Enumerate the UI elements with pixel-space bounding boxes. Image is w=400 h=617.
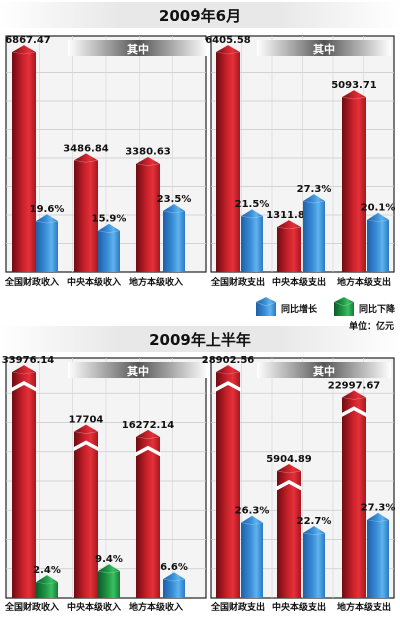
percent-label: 2.4% [33,565,61,576]
chart-panel: 其中 33976.14 2.4% 全国财政收入 17704 9.4% 中央本级收入 16272… [2,355,208,613]
percent-bar [366,512,390,598]
group-label: 其中 [313,42,335,56]
chart-title: 2009年6月 [159,7,241,25]
percent-bar [162,203,186,272]
percent-label: 20.1% [361,203,396,214]
legend-growth-label: 同比增长 [281,303,318,315]
growth-legend-icon [255,296,277,316]
category-label: 地方本级支出 [337,601,391,613]
percent-bar [97,223,121,272]
amount-label: 6867.47 [5,35,51,46]
group-banner [257,362,391,378]
amount-label: 6405.58 [205,35,251,46]
percent-bar [162,571,186,598]
category-label: 全国财政收入 [4,276,59,288]
amount-bar [276,219,302,272]
category-label: 地方本级收入 [129,276,183,288]
category-label: 全国财政支出 [210,276,265,288]
amount-bar [11,44,37,272]
group-banner [257,40,391,56]
chart-panel: 其中 6405.58 21.5% 全国财政支出 1311.87 27.3% 中央本级支出 50… [205,35,395,288]
percent-label: 23.5% [157,194,192,205]
amount-label: 33976.14 [2,355,55,366]
percent-label: 27.3% [361,503,396,514]
category-label: 中央本级收入 [67,276,121,288]
percent-label: 19.6% [30,204,65,215]
amount-label: 16272.14 [122,420,175,431]
amount-bar [73,152,99,272]
decline-legend-icon [333,296,355,316]
amount-label: 1311.87 [266,210,312,221]
category-label: 中央本级支出 [272,276,326,288]
percent-label: 21.5% [235,199,270,210]
percent-bar [240,515,264,598]
chart-panel: 其中 28902.56 26.3% 全国财政支出 5904.89 22.7% 中央本级支出 2… [202,355,396,613]
group-label: 其中 [127,364,149,378]
amount-label: 28902.56 [202,355,255,366]
amount-label: 5093.71 [331,80,377,91]
category-label: 全国财政支出 [210,601,265,613]
category-label: 地方本级收入 [129,601,183,613]
percent-label: 26.3% [235,506,270,517]
category-label: 中央本级支出 [272,601,326,613]
amount-bar [215,44,241,272]
group-label: 其中 [313,364,335,378]
percent-bar [35,574,59,598]
category-label: 全国财政收入 [4,601,59,613]
percent-label: 22.7% [297,516,332,527]
percent-bar [302,193,326,272]
amount-label: 3380.63 [125,147,171,158]
percent-label: 6.6% [160,562,188,573]
percent-bar [97,563,121,598]
amount-bar [215,364,241,598]
unit-label: 单位：亿元 [349,320,394,332]
amount-label: 5904.89 [266,454,312,465]
amount-bar [341,390,367,598]
percent-bar [366,212,390,272]
amount-bar [73,424,99,598]
percent-label: 27.3% [297,184,332,195]
percent-bar [240,208,264,272]
percent-label: 9.4% [95,554,123,565]
percent-bar [302,525,326,598]
amount-bar [276,463,302,598]
percent-label: 15.9% [92,214,127,225]
amount-label: 17704 [69,415,104,426]
amount-bar [341,89,367,273]
amount-bar [11,364,37,598]
percent-bar [35,213,59,272]
legend-decline-label: 同比下降 [359,303,396,315]
group-banner [68,40,208,56]
chart-panel: 其中 6867.47 19.6% 全国财政收入 3486.84 15.9% 中央本级收入 33… [4,35,208,288]
amount-bar [135,156,161,272]
amount-label: 22997.67 [328,380,381,391]
category-label: 地方本级支出 [337,276,391,288]
amount-bar [135,429,161,598]
category-label: 中央本级收入 [67,601,121,613]
group-banner [68,362,208,378]
chart-title: 2009年上半年 [149,331,251,349]
group-label: 其中 [127,42,149,56]
amount-label: 3486.84 [63,143,109,154]
